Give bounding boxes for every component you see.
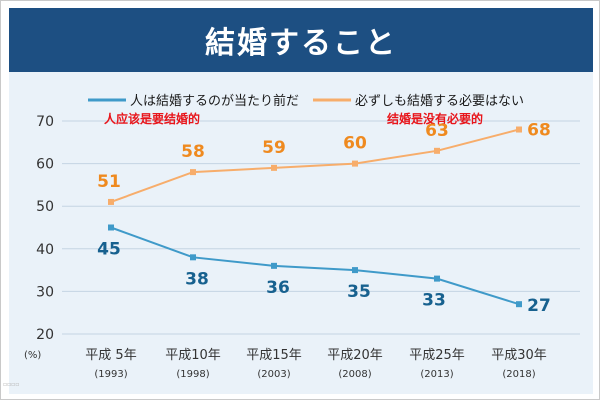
x-tick-year-2: (2003) — [257, 369, 290, 380]
series-1-point-5 — [516, 301, 522, 308]
series-1-data-label-5: 27 — [527, 296, 551, 316]
series-2-data-label-5: 68 — [527, 121, 551, 141]
y-tick-label-70: 70 — [36, 114, 54, 130]
series-2-point-0 — [108, 198, 114, 205]
y-unit-label: (%) — [24, 350, 41, 361]
series-2-data-label-4: 63 — [425, 121, 449, 141]
y-tick-label-30: 30 — [36, 284, 54, 300]
series-2-point-1 — [190, 169, 196, 176]
watermark: ▫▫▫▫ — [3, 381, 20, 388]
title-bar: 結婚すること — [9, 8, 593, 72]
y-tick-label-50: 50 — [36, 199, 54, 215]
series-2-point-2 — [271, 164, 277, 171]
annotation-series-2-cn: 结婚是没有必要的 — [387, 111, 483, 126]
series-2-point-3 — [352, 160, 358, 167]
series-line-1 — [110, 226, 520, 306]
series-1-point-4 — [434, 275, 440, 282]
chart-title: 結婚すること — [205, 26, 397, 61]
series-2-data-label-3: 60 — [343, 134, 367, 154]
series-1-data-label-0: 45 — [97, 240, 121, 260]
series-1-point-0 — [108, 224, 114, 231]
x-tick-year-0: (1993) — [94, 369, 127, 380]
series-2-point-4 — [434, 147, 440, 154]
x-tick-year-5: (2018) — [502, 369, 535, 380]
series-line-2 — [110, 128, 520, 203]
x-tick-year-1: (1998) — [176, 369, 209, 380]
series-1-point-1 — [190, 254, 196, 261]
x-tick-year-4: (2013) — [420, 369, 453, 380]
series-1-point-2 — [271, 262, 277, 269]
x-tick-label-4: 平成25年 — [409, 348, 465, 363]
series-2-point-5 — [516, 126, 522, 133]
y-tick-label-60: 60 — [36, 157, 54, 173]
y-tick-label-40: 40 — [36, 242, 54, 258]
x-tick-label-3: 平成20年 — [327, 348, 383, 363]
series-2-data-label-2: 59 — [262, 138, 286, 158]
series-1-data-label-3: 35 — [347, 282, 371, 302]
series-1-data-label-2: 36 — [266, 278, 290, 298]
legend-label-series-2: 必ずしも結婚する必要はない — [355, 94, 524, 109]
series-1-point-3 — [352, 267, 358, 274]
series-2-data-label-1: 58 — [181, 142, 205, 162]
x-tick-label-0: 平成 5年 — [85, 348, 136, 363]
series-1-data-label-1: 38 — [185, 269, 209, 289]
x-tick-year-3: (2008) — [338, 369, 371, 380]
plot-background — [9, 72, 593, 394]
x-tick-label-5: 平成30年 — [491, 348, 547, 363]
series-2-data-label-0: 51 — [97, 172, 121, 192]
x-tick-label-2: 平成15年 — [246, 348, 302, 363]
y-tick-label-20: 20 — [36, 327, 54, 343]
legend-label-series-1: 人は結婚するのが当たり前だ — [130, 93, 299, 109]
annotation-series-1-cn: 人应该是要结婚的 — [104, 111, 200, 126]
series-1-data-label-4: 33 — [422, 291, 446, 311]
x-tick-label-1: 平成10年 — [165, 348, 221, 363]
